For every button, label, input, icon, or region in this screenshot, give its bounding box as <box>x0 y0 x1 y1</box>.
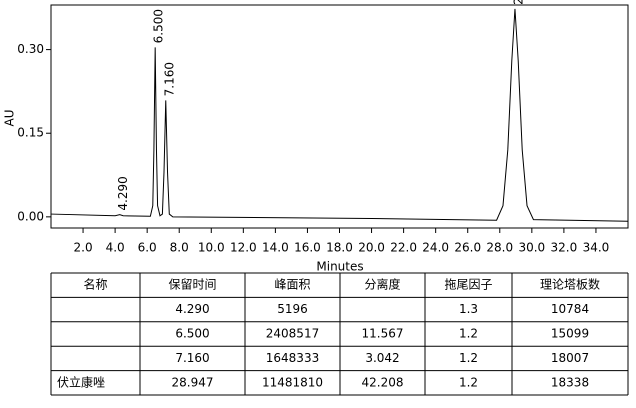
table-cell: 3.042 <box>365 351 399 365</box>
x-tick-label: 34.0 <box>583 241 610 255</box>
table-cell: 15099 <box>551 327 589 341</box>
table-cell: 1.3 <box>459 302 478 316</box>
y-tick-label: 0.30 <box>17 42 44 56</box>
x-tick-label: 2.0 <box>74 241 93 255</box>
table-header: 名称 <box>83 277 107 292</box>
x-tick-label: 14.0 <box>262 241 289 255</box>
table-cell: 4.290 <box>175 302 209 316</box>
table-cell: 18007 <box>551 351 589 365</box>
table-cell: 7.160 <box>175 351 209 365</box>
x-tick-label: 26.0 <box>454 241 481 255</box>
table-cell: 2408517 <box>266 327 319 341</box>
table-header: 拖尾因子 <box>444 278 492 292</box>
x-tick-label: 22.0 <box>390 241 417 255</box>
x-tick-label: 16.0 <box>294 241 321 255</box>
table-cell: 1.2 <box>459 327 478 341</box>
table-cell: 18338 <box>551 375 589 389</box>
x-tick-label: 4.0 <box>106 241 125 255</box>
x-tick-label: 32.0 <box>551 241 578 255</box>
table-cell: 1.2 <box>459 375 478 389</box>
plot-frame <box>50 4 629 229</box>
table-cell: 1648333 <box>266 351 319 365</box>
x-tick-label: 30.0 <box>518 241 545 255</box>
x-tick-label: 28.0 <box>486 241 513 255</box>
table-cell: 28.947 <box>172 375 214 389</box>
table-header: 理论塔板数 <box>540 277 600 292</box>
table-cell: 10784 <box>551 302 589 316</box>
x-tick-label: 18.0 <box>326 241 353 255</box>
peak-label: 7.160 <box>162 62 176 96</box>
x-axis-label: Minutes <box>316 260 363 274</box>
table-cell: 6.500 <box>175 327 209 341</box>
table-cell: 11.567 <box>362 327 404 341</box>
table-header: 保留时间 <box>168 278 216 292</box>
peak-label: 28.947 <box>511 0 525 5</box>
y-tick-label: 0.15 <box>17 126 44 140</box>
table-cell: 42.208 <box>362 375 404 389</box>
table-cell: 伏立康唑 <box>57 374 105 389</box>
x-tick-label: 10.0 <box>198 241 225 255</box>
x-tick-label: 6.0 <box>138 241 157 255</box>
table-cell: 1.2 <box>459 351 478 365</box>
table-cell: 11481810 <box>262 375 323 389</box>
y-tick-label: 0.00 <box>17 209 44 223</box>
table-cell: 5196 <box>277 302 308 316</box>
table-header: 分离度 <box>364 277 400 292</box>
chromatogram-trace <box>50 8 629 222</box>
x-tick-label: 8.0 <box>170 241 189 255</box>
table-header: 峰面积 <box>274 278 310 292</box>
peak-label: 4.290 <box>116 176 130 210</box>
x-tick-label: 24.0 <box>422 241 449 255</box>
x-tick-label: 12.0 <box>230 241 257 255</box>
peak-label: 6.500 <box>152 9 166 43</box>
y-axis-label: AU <box>3 110 17 127</box>
x-tick-label: 20.0 <box>358 241 385 255</box>
